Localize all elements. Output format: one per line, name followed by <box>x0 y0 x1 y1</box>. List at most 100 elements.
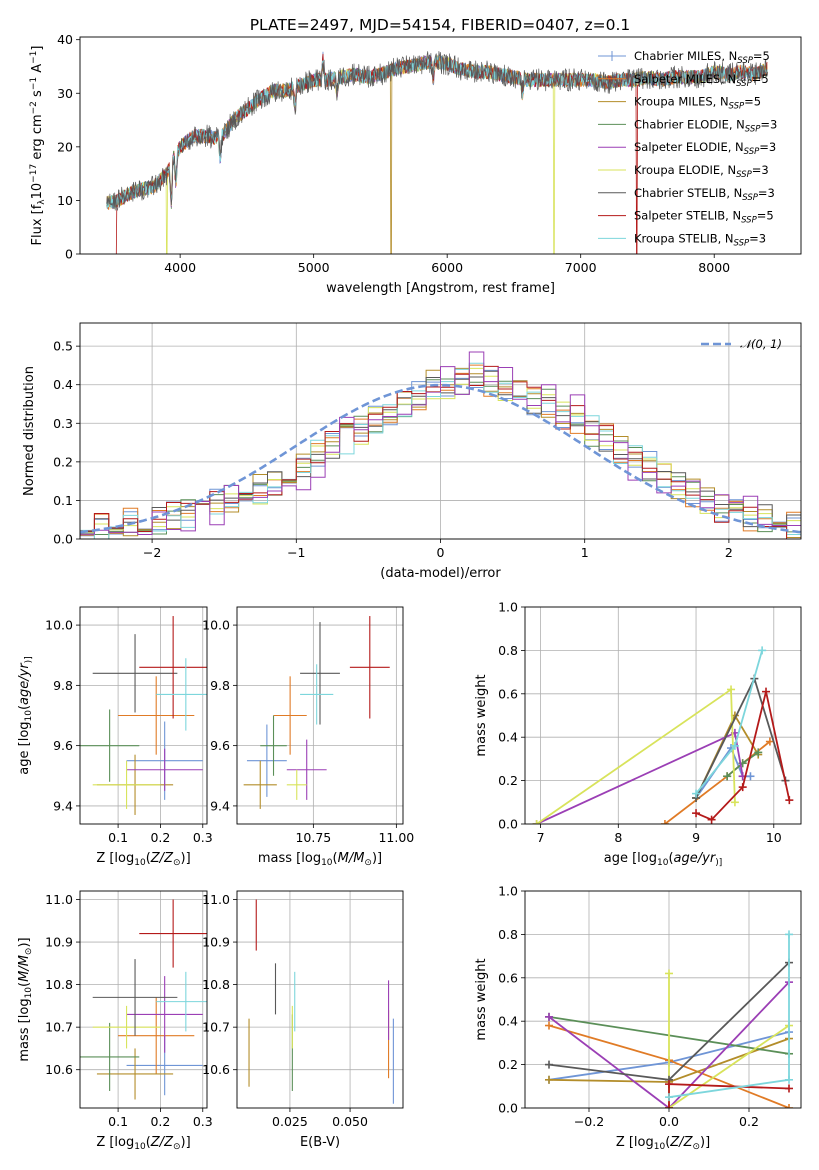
x-tick-label: 0.025 <box>272 1114 308 1129</box>
y-axis-label-part: ⊙ <box>24 948 34 956</box>
legend-label-part: SSP <box>734 238 750 248</box>
x-tick-label: 0.0 <box>659 1114 679 1129</box>
y-tick-label: 0.8 <box>498 927 518 942</box>
spectrum-series-line <box>106 51 768 211</box>
x-tick-label: 4000 <box>164 260 196 275</box>
y-tick-label: 10.8 <box>45 977 73 992</box>
legend-label-part: SSP <box>737 56 753 66</box>
x-tick-label: 0 <box>437 545 445 560</box>
y-axis-label: mass weight <box>474 674 489 756</box>
axes-frame <box>79 606 208 825</box>
legend-label: Salpeter MILES, NSSP=5 <box>634 72 769 89</box>
legend-label-part: SSP <box>744 147 760 157</box>
chart-spectrum: 4000 5000 6000 7000 8000 0 10 20 30 40 wavelength … <box>29 32 802 296</box>
x-axis-label-part: )] <box>715 858 722 868</box>
x-tick-label: 0.2 <box>150 1114 170 1129</box>
errorbar-plot-area <box>80 899 207 1100</box>
y-tick-label: 0.0 <box>53 532 73 547</box>
x-axis-label-part: Z [log <box>616 1135 654 1150</box>
x-axis-label-part: 10 <box>657 858 669 868</box>
series-line <box>536 731 744 824</box>
y-tick-label: 20 <box>57 139 73 154</box>
y-tick-label: 0.2 <box>498 1057 518 1072</box>
x-tick-label: 1 <box>581 545 589 560</box>
legend-label: 𝒩(0, 1) <box>740 337 782 351</box>
y-axis-label-part: erg cm <box>30 114 45 163</box>
y-axis-label-part: −1 <box>29 77 39 90</box>
y-axis-label-part: M/M <box>17 955 32 982</box>
y-axis-label: age [log10(age/yr)] <box>17 656 34 774</box>
y-tick-label: 0.6 <box>498 686 518 701</box>
line-plot-area <box>532 646 794 824</box>
y-tick-label: 0.4 <box>498 730 518 745</box>
legend-label-part: Chabrier MILES, N <box>634 49 737 63</box>
legend-label-part: SSP <box>729 102 745 112</box>
y-tick-label: 0.0 <box>498 817 518 832</box>
legend-label-part: SSP <box>736 79 752 89</box>
y-axis-label: mass weight <box>474 958 489 1040</box>
x-tick-label: 0.050 <box>332 1114 368 1129</box>
x-tick-label: 10 <box>766 830 782 845</box>
x-axis-label-part: ( <box>146 851 151 866</box>
x-axis-label-part: Z/Z <box>150 851 174 866</box>
series-line <box>668 934 790 1099</box>
y-tick-label: 0.3 <box>53 416 73 431</box>
x-tick-label: 9 <box>692 830 700 845</box>
axes-frame <box>236 890 404 1109</box>
x-axis-label: Z [log10(Z/Z⊙)] <box>616 1135 710 1152</box>
x-axis-label: (data-model)/error <box>380 566 501 581</box>
y-tick-label: 0.4 <box>53 377 73 392</box>
x-axis-label: age [log10(age/yr)] <box>604 851 722 868</box>
x-tick-label: 7000 <box>565 260 597 275</box>
series-line <box>695 650 763 795</box>
y-axis-label-part: 10 <box>24 710 34 722</box>
series-line <box>536 687 736 824</box>
x-axis-label-part: 10 <box>134 1142 146 1152</box>
x-axis-label: Z [log10(Z/Z⊙)] <box>96 851 190 868</box>
legend-label-part: =5 <box>757 209 774 223</box>
y-tick-label: 10.7 <box>202 1020 230 1035</box>
x-tick-label: 0.2 <box>150 830 170 845</box>
y-tick-label: 40 <box>57 32 73 47</box>
series-line <box>668 973 790 1108</box>
legend-label: Salpeter ELODIE, NSSP=3 <box>634 140 776 157</box>
histogram-plot-area <box>80 351 801 539</box>
x-axis-label-part: ( <box>146 1135 151 1150</box>
y-tick-label: 10.6 <box>202 1062 230 1077</box>
legend-label: Chabrier MILES, NSSP=5 <box>634 49 770 66</box>
y-tick-label: 10.9 <box>45 935 73 950</box>
legend-label-part: Salpeter MILES, N <box>634 72 736 86</box>
x-tick-label: 0.2 <box>739 1114 759 1129</box>
x-axis-label-part: ⊙ <box>173 858 181 868</box>
line-plot-area <box>545 930 793 1108</box>
y-tick-label: 9.8 <box>53 678 73 693</box>
y-axis-label-part: A <box>30 64 45 77</box>
y-axis-label-part: s <box>30 90 45 101</box>
x-axis-label-part: Z/Z <box>150 1135 174 1150</box>
x-tick-label: −0.2 <box>574 1114 604 1129</box>
legend-label-part: =3 <box>749 231 766 245</box>
y-tick-label: 0.6 <box>498 970 518 985</box>
legend-label-part: =3 <box>758 186 775 200</box>
legend-label: Kroupa STELIB, NSSP=3 <box>634 231 766 248</box>
legend-label-part: =3 <box>760 117 777 131</box>
y-tick-label: 0.1 <box>53 493 73 508</box>
y-axis-label-part: age/yr <box>17 662 32 705</box>
x-axis-label-part: ⊙ <box>692 1142 700 1152</box>
legend-label-part: Chabrier ELODIE, N <box>634 117 745 131</box>
legend-label-part: Kroupa STELIB, N <box>634 231 734 245</box>
gaussian-curve <box>80 383 801 534</box>
y-tick-label: 9.6 <box>210 738 230 753</box>
x-axis-label-part: Z/Z <box>669 1135 693 1150</box>
legend-label: Salpeter STELIB, NSSP=5 <box>634 209 774 226</box>
legend-label-part: Salpeter STELIB, N <box>634 209 741 223</box>
y-axis-label-part: mass [log <box>17 998 32 1061</box>
y-tick-label: 9.4 <box>210 798 230 813</box>
y-tick-label: 9.6 <box>53 738 73 753</box>
axes-frame <box>79 36 802 255</box>
y-tick-label: 11.0 <box>202 892 230 907</box>
legend-label: Kroupa ELODIE, NSSP=3 <box>634 163 769 180</box>
y-axis-label: mass [log10(M/M⊙)] <box>17 937 34 1061</box>
legend-label-part: =5 <box>753 49 770 63</box>
series-line <box>548 981 790 1108</box>
